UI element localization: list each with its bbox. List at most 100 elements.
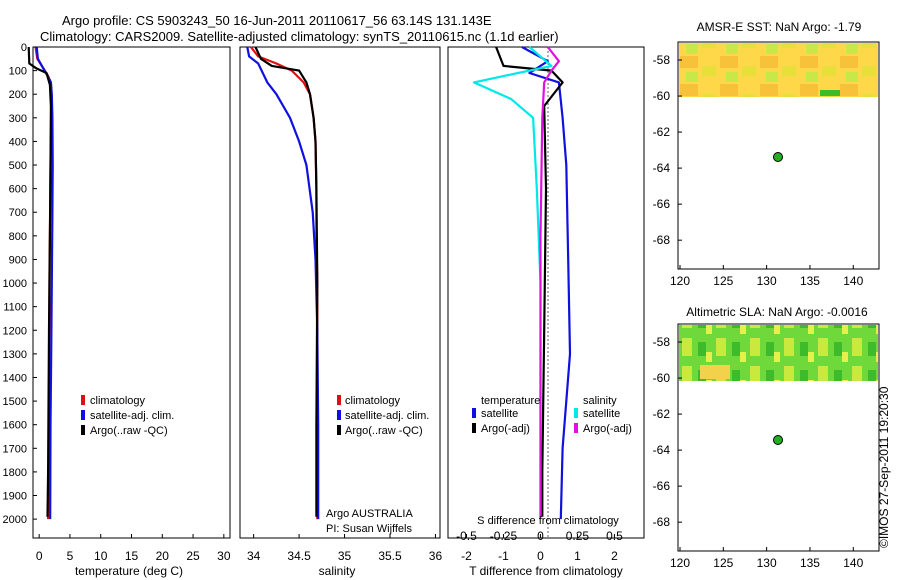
legend-salinity-heading: salinity — [583, 395, 617, 407]
depth-tick-label: 1600 — [3, 420, 27, 432]
series-line-temperature-satellite — [521, 46, 572, 520]
map-lat-label: -68 — [653, 233, 671, 247]
depth-tick-label: 200 — [9, 89, 27, 101]
depth-tick-label: 1700 — [3, 443, 27, 455]
depth-tick-label: 1400 — [3, 372, 27, 384]
depth-tick-label: 800 — [9, 231, 27, 243]
legend-swatch-satellite — [337, 410, 341, 420]
map-lon-label: 130 — [757, 556, 777, 570]
series-line-argo-raw-qc- — [27, 46, 53, 517]
map-lat-label: -66 — [653, 479, 671, 493]
x-tick-label: 20 — [156, 549, 170, 563]
sla-warm-patch — [700, 365, 730, 379]
pi-note: PI: Susan Wijffels — [326, 523, 412, 535]
x-tick-label: 30 — [217, 549, 231, 563]
x-tick-label: 34.5 — [287, 549, 311, 563]
x-tick-label: 5 — [67, 549, 74, 563]
t-tick-label: -1 — [498, 549, 509, 563]
float-location-marker — [773, 152, 783, 162]
t-tick-label: 2 — [611, 549, 618, 563]
depth-tick-label: 900 — [9, 254, 27, 266]
legend-climatology: climatology — [90, 395, 146, 407]
map-lat-label: -60 — [653, 89, 671, 103]
depth-tick-label: 1300 — [3, 349, 27, 361]
legend-s-argo: Argo(-adj) — [583, 423, 632, 435]
legend-swatch-t-satellite — [472, 408, 476, 418]
depth-tick-label: 1100 — [3, 302, 27, 314]
t-tick-label: 0 — [537, 549, 544, 563]
temperature-plot-frame — [32, 46, 231, 539]
depth-tick-label: 1900 — [3, 491, 27, 503]
map-lat-label: -62 — [653, 407, 671, 421]
depth-tick-label: 400 — [9, 136, 27, 148]
legend-swatch-argo — [81, 425, 85, 435]
map-lat-label: -58 — [653, 53, 671, 67]
s-tick-label: -0.5 — [456, 529, 477, 543]
map-lon-label: 120 — [670, 556, 690, 570]
difference-legend: temperature satellite Argo(-adj) salinit… — [472, 395, 632, 435]
map-lon-label: 135 — [800, 274, 820, 288]
legend-swatch-s-satellite — [574, 408, 578, 418]
salinity-xlabel: salinity — [319, 564, 356, 578]
series-line-salinity-argo-adj- — [539, 46, 561, 517]
title-line-1: Argo profile: CS 5903243_50 16-Jun-2011 … — [62, 13, 492, 28]
map-lon-label: 130 — [757, 274, 777, 288]
institution-note: Argo AUSTRALIA — [326, 508, 413, 520]
map-lat-label: -58 — [653, 335, 671, 349]
map-lat-label: -60 — [653, 371, 671, 385]
map-lon-label: 120 — [670, 274, 690, 288]
x-tick-label: 25 — [186, 549, 200, 563]
title-line-2: Climatology: CARS2009. Satellite-adjuste… — [40, 29, 559, 44]
difference-xlabel: T difference from climatology — [469, 564, 623, 578]
map-lon-label: 140 — [843, 274, 863, 288]
t-tick-label: 1 — [574, 549, 581, 563]
legend-t-argo: Argo(-adj) — [481, 423, 530, 435]
s-tick-label: 0.25 — [566, 529, 590, 543]
depth-tick-label: 300 — [9, 113, 27, 125]
legend-climatology: climatology — [345, 395, 401, 407]
map-lat-label: -66 — [653, 197, 671, 211]
legend-satellite: satellite-adj. clim. — [90, 410, 174, 422]
sla-map-title: Altimetric SLA: NaN Argo: -0.0016 — [686, 305, 868, 319]
temperature-xlabel: temperature (deg C) — [75, 564, 183, 578]
depth-tick-label: 1800 — [3, 467, 27, 479]
depth-tick-label: 700 — [9, 207, 27, 219]
x-tick-label: 35.5 — [378, 549, 402, 563]
t-tick-label: -2 — [461, 549, 472, 563]
salinity-plot-frame — [239, 46, 441, 539]
s-tick-label: 0.5 — [606, 529, 623, 543]
x-tick-label: 34 — [247, 549, 261, 563]
float-location-marker — [773, 435, 783, 445]
depth-tick-label: 1200 — [3, 325, 27, 337]
map-lon-label: 140 — [843, 556, 863, 570]
legend-swatch-climatology — [337, 395, 341, 405]
x-tick-label: 10 — [94, 549, 108, 563]
s-tick-label: 0 — [537, 529, 544, 543]
legend-swatch-s-argo — [574, 423, 578, 433]
legend-s-satellite: satellite — [583, 408, 620, 420]
series-line-argo-raw-qc- — [254, 46, 319, 517]
s-tick-label: -0.25 — [490, 529, 518, 543]
legend-argo: Argo(..raw -QC) — [90, 425, 168, 437]
depth-tick-label: 1000 — [3, 278, 27, 290]
legend-swatch-argo — [337, 425, 341, 435]
legend-swatch-climatology — [81, 395, 85, 405]
legend-argo: Argo(..raw -QC) — [345, 425, 423, 437]
map-lat-label: -62 — [653, 125, 671, 139]
x-tick-label: 36 — [429, 549, 443, 563]
depth-tick-label: 1500 — [3, 396, 27, 408]
x-tick-label: 15 — [125, 549, 139, 563]
temperature-legend: climatology satellite-adj. clim. Argo(..… — [81, 395, 174, 437]
sst-field — [679, 43, 878, 97]
map-lon-label: 125 — [713, 274, 733, 288]
depth-tick-label: 2000 — [3, 514, 27, 526]
x-tick-label: 0 — [36, 549, 43, 563]
depth-tick-label: 600 — [9, 184, 27, 196]
map-lat-label: -64 — [653, 443, 671, 457]
imos-watermark: ©IMOS 27-Sep-2011 19:20:30 — [877, 386, 891, 548]
depth-tick-label: 100 — [9, 66, 27, 78]
map-lon-label: 135 — [800, 556, 820, 570]
legend-temperature-heading: temperature — [481, 395, 540, 407]
legend-satellite: satellite-adj. clim. — [345, 410, 429, 422]
